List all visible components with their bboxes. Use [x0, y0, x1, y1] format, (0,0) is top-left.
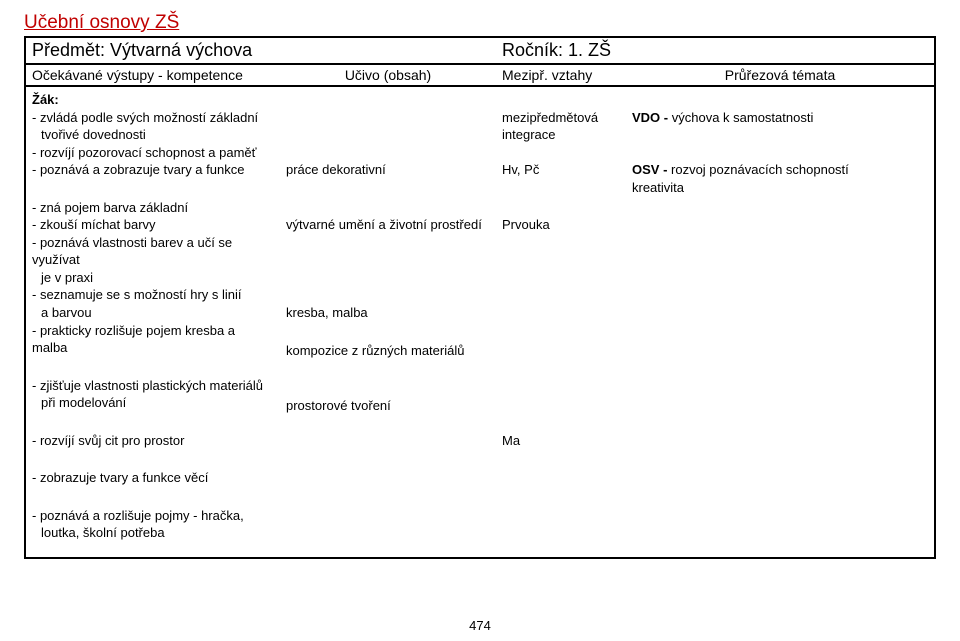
- outcome-line: loutka, školní potřeba: [32, 524, 274, 542]
- header-content: Učivo (obsah): [280, 65, 496, 85]
- outcome-line: - seznamuje se s možností hry s linií: [32, 286, 274, 304]
- curriculum-table: Předmět: Výtvarná výchova Ročník: 1. ZŠ …: [24, 36, 936, 559]
- relation-line: mezipředmětová: [502, 109, 620, 127]
- subject-row: Předmět: Výtvarná výchova Ročník: 1. ZŠ: [26, 38, 934, 65]
- relations-cell: mezipředmětová integrace Hv, Pč Prvouka …: [496, 87, 626, 557]
- outcome-line: - zvládá podle svých možností základní: [32, 109, 274, 127]
- content-line: prostorové tvoření: [286, 397, 490, 415]
- outcome-line: - rozvíjí svůj cit pro prostor: [32, 432, 274, 450]
- themes-cell: VDO - výchova k samostatnosti OSV - rozv…: [626, 87, 934, 557]
- outcome-line: při modelování: [32, 394, 274, 412]
- relation-line: Ma: [502, 432, 620, 450]
- outcomes-cell: Žák: - zvládá podle svých možností zákla…: [26, 87, 280, 557]
- relation-line: Hv, Pč: [502, 161, 620, 179]
- content-line: výtvarné umění a životní prostředí: [286, 216, 490, 234]
- outcome-line: - rozvíjí pozorovací schopnost a paměť: [32, 144, 274, 162]
- theme-line: kreativita: [632, 179, 928, 197]
- doc-title: Učební osnovy ZŠ: [24, 12, 936, 34]
- theme-text: rozvoj poznávacích schopností: [671, 162, 849, 177]
- subject-spacer: [696, 38, 934, 63]
- header-relations: Mezipř. vztahy: [496, 65, 626, 85]
- outcome-line: - prakticky rozlišuje pojem kresba a mal…: [32, 322, 274, 357]
- content-cell: práce dekorativní výtvarné umění a život…: [280, 87, 496, 557]
- header-themes: Průřezová témata: [626, 65, 934, 85]
- theme-line: OSV - rozvoj poznávacích schopností: [632, 161, 928, 179]
- subject-label: Předmět: Výtvarná výchova: [26, 38, 496, 63]
- page-number: 474: [0, 618, 960, 633]
- theme-text: výchova k samostatnosti: [672, 110, 814, 125]
- grade-label: Ročník: 1. ZŠ: [496, 38, 696, 63]
- outcome-line: - poznává vlastnosti barev a učí se využ…: [32, 234, 274, 269]
- outcome-line: - zkouší míchat barvy: [32, 216, 274, 234]
- outcome-line: - zjišťuje vlastnosti plastických materi…: [32, 377, 274, 395]
- relation-line: integrace: [502, 126, 620, 144]
- content-line: kresba, malba: [286, 304, 490, 322]
- student-label: Žák:: [32, 91, 274, 109]
- header-outcomes: Očekávané výstupy - kompetence: [26, 65, 280, 85]
- relation-line: Prvouka: [502, 216, 620, 234]
- outcome-line: tvořivé dovednosti: [32, 126, 274, 144]
- outcome-line: - poznává a zobrazuje tvary a funkce: [32, 161, 274, 179]
- table-body: Žák: - zvládá podle svých možností zákla…: [26, 87, 934, 557]
- outcome-line: - zná pojem barva základní: [32, 199, 274, 217]
- content-line: práce dekorativní: [286, 161, 490, 179]
- content-line: kompozice z různých materiálů: [286, 342, 490, 360]
- outcome-line: a barvou: [32, 304, 274, 322]
- theme-line: VDO - výchova k samostatnosti: [632, 109, 928, 127]
- column-headers: Očekávané výstupy - kompetence Učivo (ob…: [26, 65, 934, 87]
- outcome-line: je v praxi: [32, 269, 274, 287]
- theme-code: OSV -: [632, 162, 671, 177]
- outcome-line: - zobrazuje tvary a funkce věcí: [32, 469, 274, 487]
- outcome-line: - poznává a rozlišuje pojmy - hračka,: [32, 507, 274, 525]
- theme-code: VDO -: [632, 110, 672, 125]
